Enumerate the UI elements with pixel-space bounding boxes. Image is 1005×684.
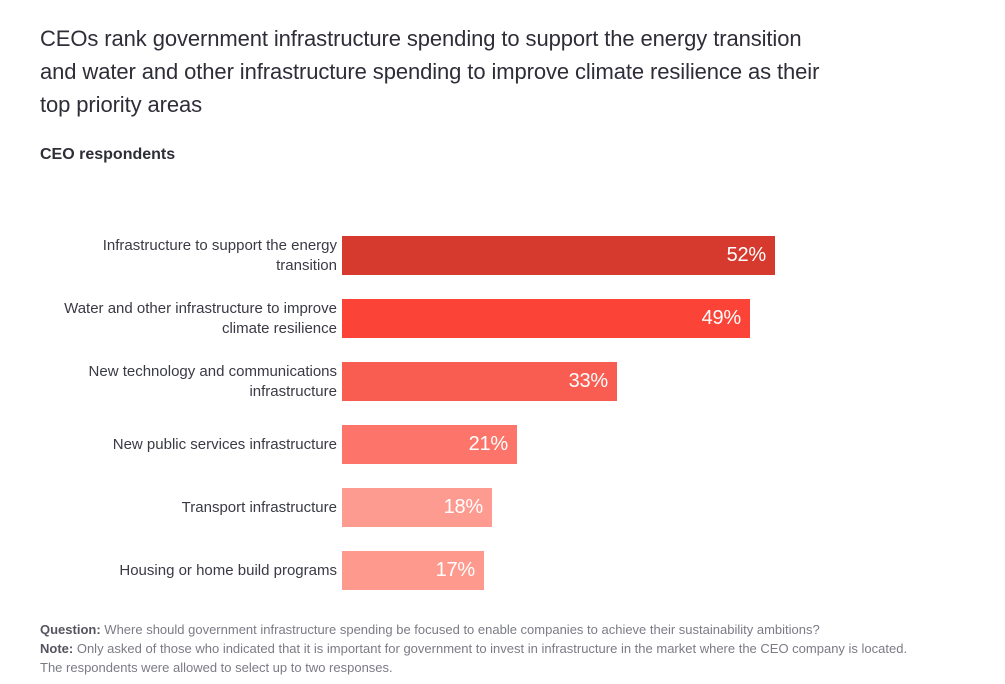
bar-row: New public services infrastructure 21% bbox=[40, 425, 965, 464]
bar-value-label: 18% bbox=[443, 496, 484, 518]
footer-question-label: Question: bbox=[40, 622, 101, 637]
bar: 52% bbox=[342, 236, 775, 275]
bar-category-label: Transport infrastructure bbox=[181, 498, 337, 516]
footer-note: Note: Only asked of those who indicated … bbox=[40, 639, 990, 677]
bar-category-label: New technology and communications infras… bbox=[88, 362, 337, 400]
page-title: CEOs rank government infrastructure spen… bbox=[40, 26, 820, 117]
footer-question-text: Where should government infrastructure s… bbox=[104, 622, 820, 637]
bar: 18% bbox=[342, 488, 492, 527]
bar-value-label: 17% bbox=[435, 559, 476, 581]
bar-row: New technology and communications infras… bbox=[40, 362, 965, 401]
footer-note-label: Note: bbox=[40, 641, 74, 656]
bar-value-label: 33% bbox=[568, 370, 609, 392]
footer-note-text: Only asked of those who indicated that i… bbox=[40, 641, 908, 675]
bar-value-label: 52% bbox=[726, 244, 767, 266]
chart-subtitle: CEO respondents bbox=[40, 146, 176, 163]
bar-row: Infrastructure to support the energy tra… bbox=[40, 236, 965, 275]
bar-row: Housing or home build programs 17% bbox=[40, 551, 965, 590]
bar: 17% bbox=[342, 551, 484, 590]
footer-question: Question: Where should government infras… bbox=[40, 620, 990, 639]
bar-category-label: Housing or home build programs bbox=[119, 561, 337, 579]
bar-chart: Infrastructure to support the energy tra… bbox=[40, 236, 965, 590]
bar-row: Transport infrastructure 18% bbox=[40, 488, 965, 527]
bar-category-label: Infrastructure to support the energy tra… bbox=[102, 236, 337, 274]
bar: 21% bbox=[342, 425, 517, 464]
bar-category-label: Water and other infrastructure to improv… bbox=[64, 299, 337, 337]
bar-category-label: New public services infrastructure bbox=[112, 435, 337, 453]
bar: 33% bbox=[342, 362, 617, 401]
bar-row: Water and other infrastructure to improv… bbox=[40, 299, 965, 338]
bar-value-label: 49% bbox=[701, 307, 742, 329]
bar-value-label: 21% bbox=[468, 433, 509, 455]
footer-notes: Question: Where should government infras… bbox=[40, 620, 990, 677]
bar: 49% bbox=[342, 299, 750, 338]
